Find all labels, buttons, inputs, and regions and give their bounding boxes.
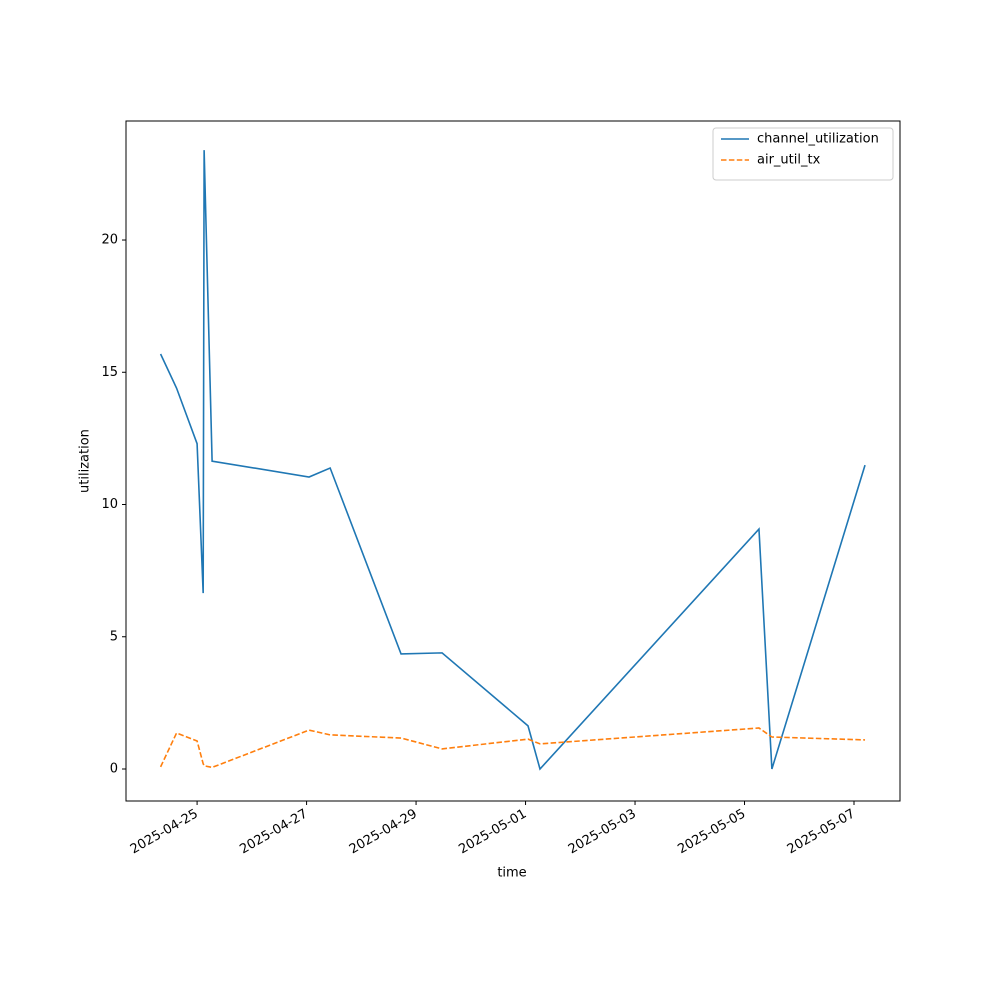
legend-box — [712, 127, 894, 181]
x-tick-label: 2025-05-07 — [785, 807, 858, 858]
x-tick-label: 2025-05-03 — [566, 807, 639, 858]
y-tick-label: 15 — [101, 365, 118, 380]
y-tick-label: 10 — [101, 497, 118, 512]
y-tick-label: 5 — [110, 629, 118, 644]
plot-frame — [125, 120, 901, 802]
y-tick-label: 0 — [110, 761, 118, 776]
x-tick-label: 2025-04-25 — [128, 807, 201, 858]
x-tick-label: 2025-05-05 — [675, 807, 748, 858]
y-tick-label: 20 — [101, 233, 118, 248]
x-tick-label: 2025-04-29 — [347, 807, 420, 858]
x-axis-label: time — [497, 866, 526, 881]
series-line — [159, 727, 866, 769]
legend-label: channel_utilization — [757, 132, 879, 147]
series-line — [159, 150, 866, 771]
y-axis-label: utilization — [78, 429, 93, 493]
x-tick-label: 2025-05-01 — [456, 807, 529, 858]
legend-label: air_util_tx — [757, 153, 821, 168]
x-tick-label: 2025-04-27 — [237, 807, 310, 858]
